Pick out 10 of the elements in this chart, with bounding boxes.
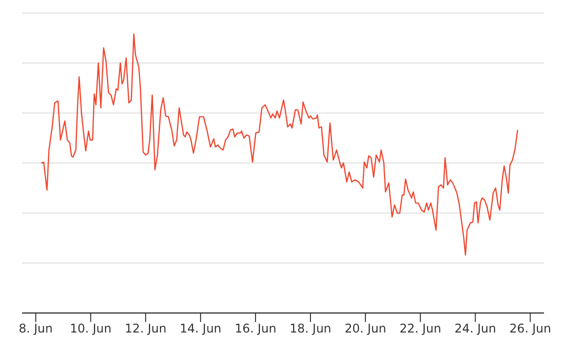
x-tick-label: 8. Jun bbox=[18, 322, 53, 336]
x-tick-label: 16. Jun bbox=[234, 322, 276, 336]
x-tick-label: 14. Jun bbox=[180, 322, 222, 336]
x-tick-label: 10. Jun bbox=[70, 322, 112, 336]
x-tick-label: 20. Jun bbox=[344, 322, 386, 336]
x-tick-label: 12. Jun bbox=[124, 322, 166, 336]
x-tick-label: 18. Jun bbox=[290, 322, 332, 336]
x-tick-label: 24. Jun bbox=[454, 322, 496, 336]
x-tick-label: 26. Jun bbox=[509, 322, 552, 336]
x-tick-label: 22. Jun bbox=[400, 322, 442, 336]
